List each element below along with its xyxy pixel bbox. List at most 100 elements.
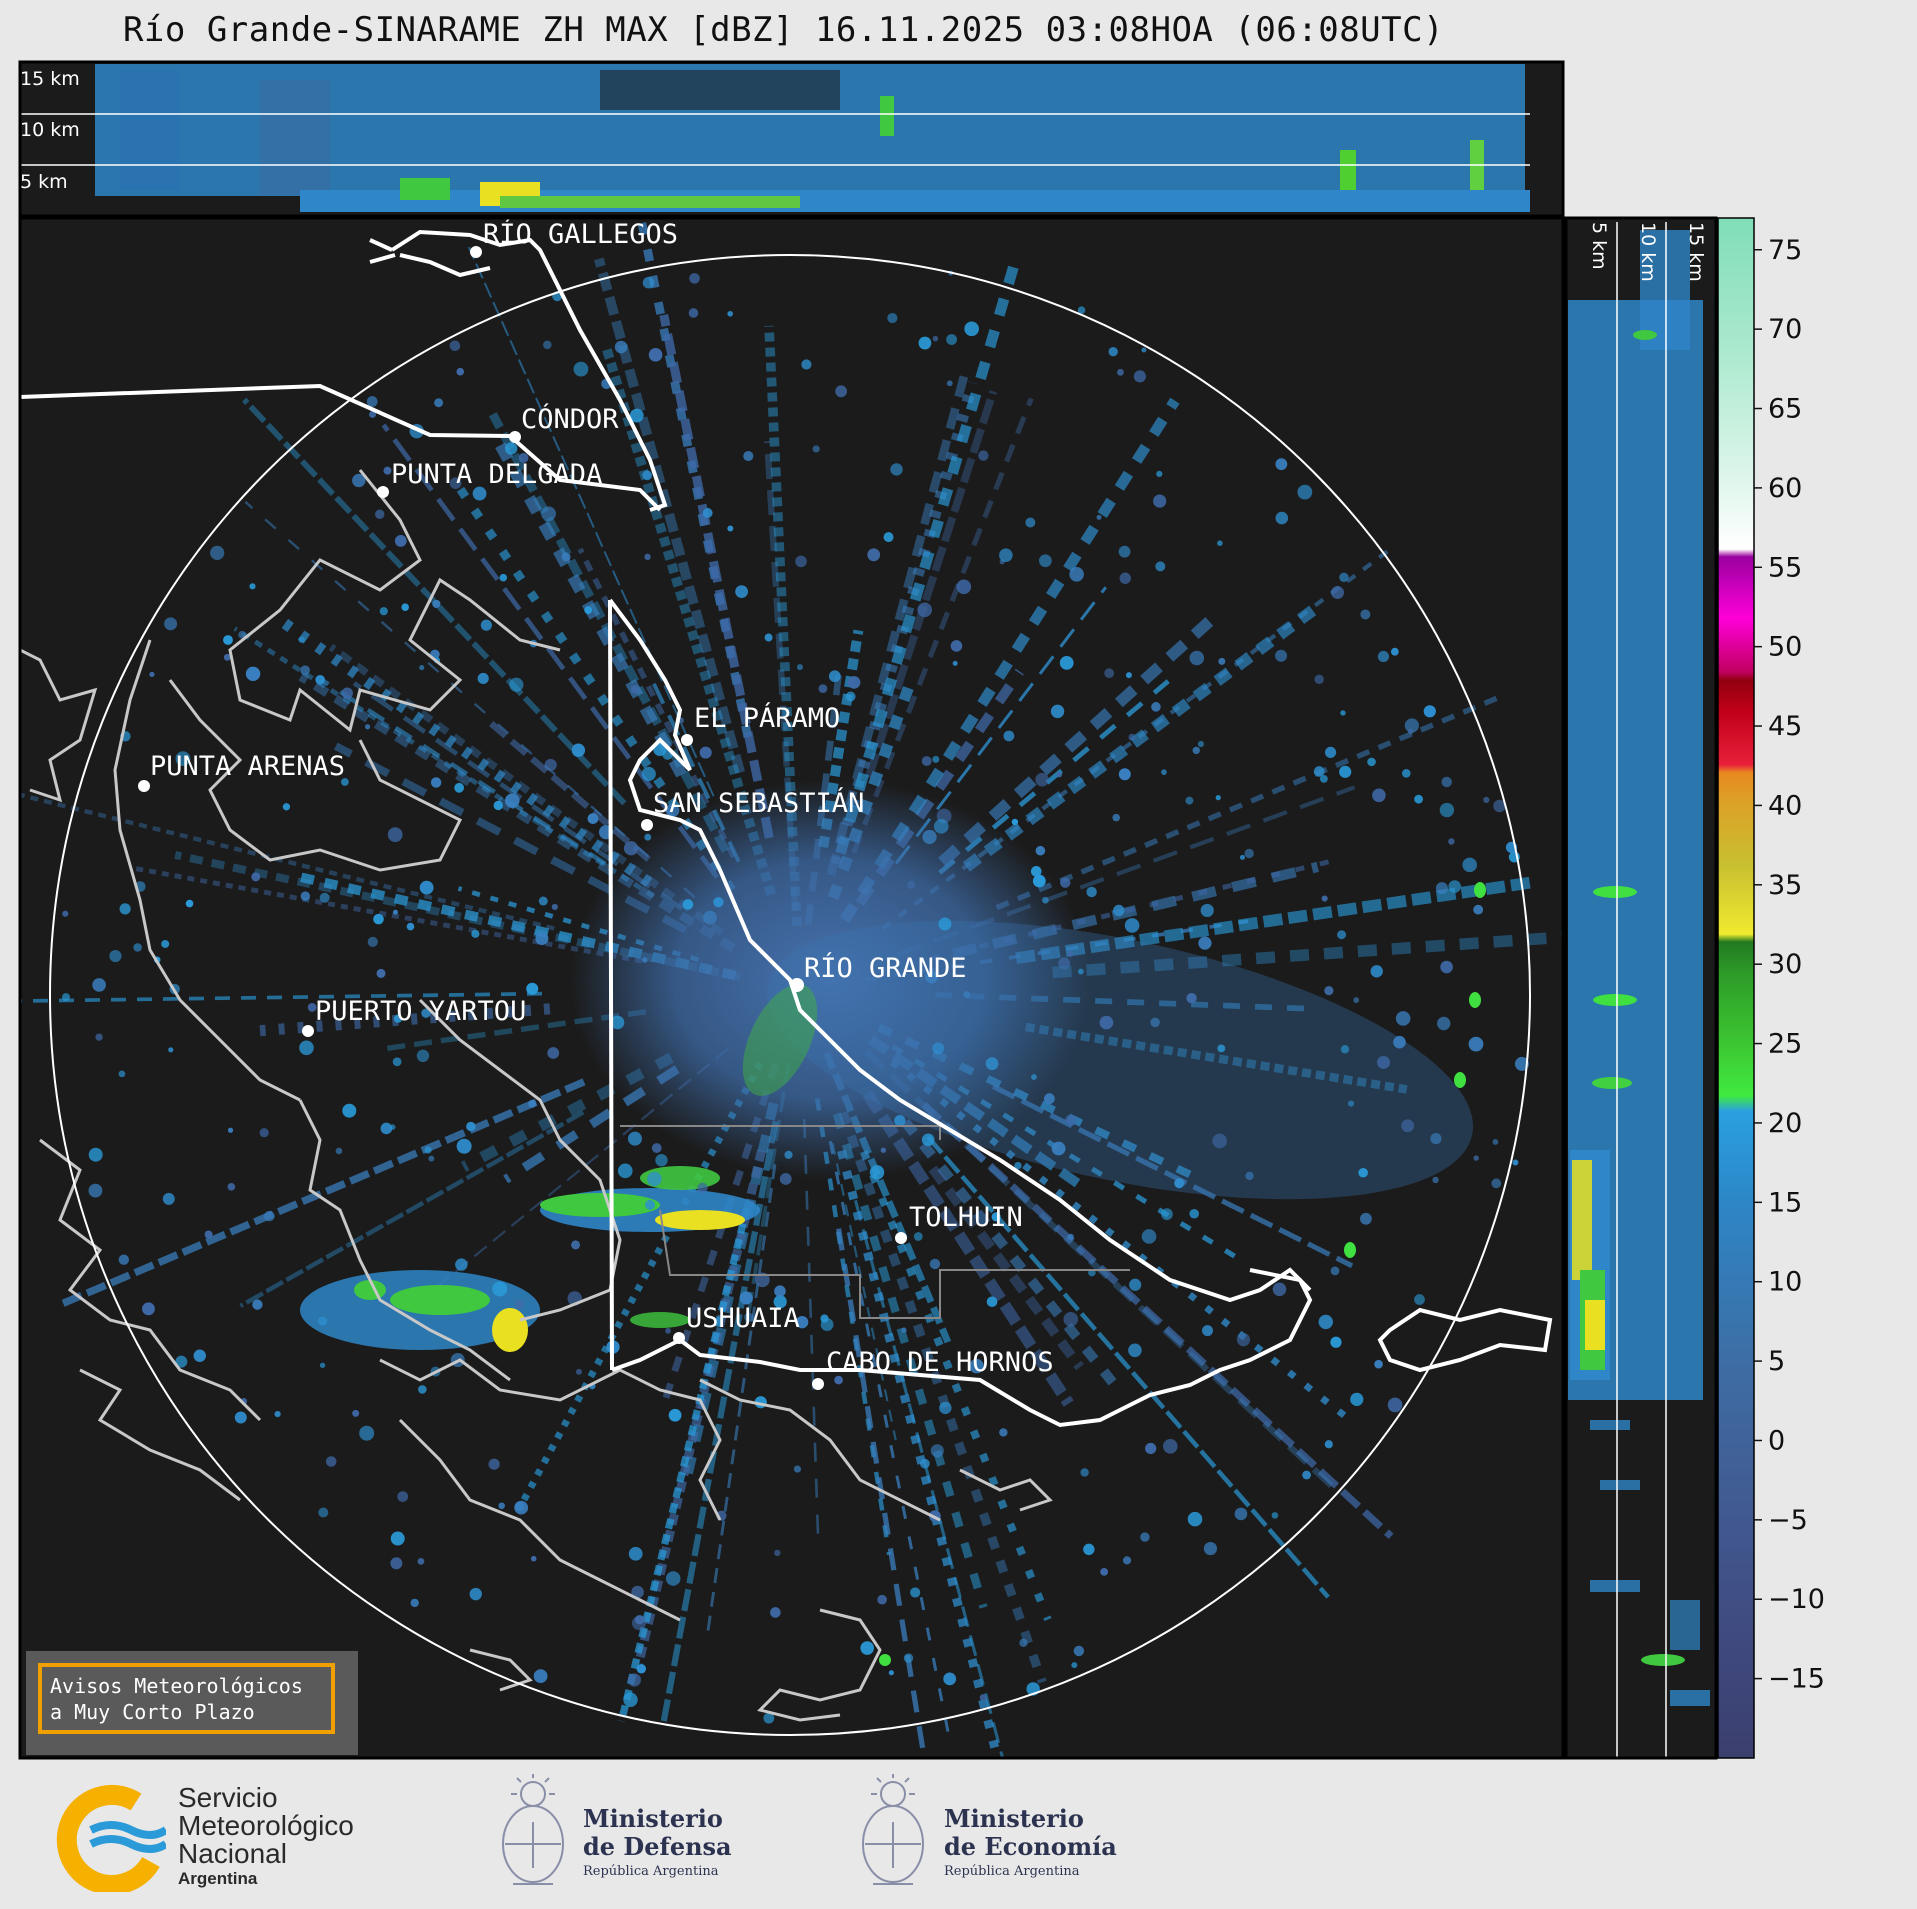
echo-dot (1065, 1114, 1077, 1126)
echo-dot (1217, 1044, 1226, 1053)
echo-dot (1125, 672, 1132, 679)
echo-dot (1069, 566, 1084, 582)
echo-dot (535, 932, 549, 946)
echo-dot (925, 970, 938, 984)
echo-dot (149, 671, 155, 677)
colorbar-tick-label: 55 (1768, 552, 1802, 583)
echo-dot (623, 841, 639, 856)
echo-dot (392, 909, 398, 915)
location-san-sebastian-label: SAN SEBASTIÁN (653, 787, 864, 819)
echo-dot (880, 1147, 887, 1153)
echo-dot (492, 1281, 508, 1297)
echo-dot (434, 398, 444, 408)
echo-dot (410, 1598, 419, 1608)
echo-dot (466, 1121, 476, 1132)
echo-dot (1468, 1036, 1484, 1052)
echo-dot (498, 1502, 506, 1510)
echo-dot (1218, 657, 1226, 665)
colorbar-tick-label: 25 (1768, 1029, 1802, 1060)
echo-dot (1367, 757, 1376, 767)
echo-dot (932, 335, 939, 342)
echo-streak (889, 1059, 1351, 1422)
echo-dot (185, 899, 194, 908)
echo-dot (274, 1411, 281, 1418)
echo-dot (1067, 1233, 1074, 1240)
echo-dot (689, 273, 700, 284)
colorbar-tick-label: 45 (1768, 711, 1802, 742)
echo-dot (359, 1425, 375, 1441)
echo-dot (1374, 1359, 1383, 1369)
echo-streak (320, 677, 607, 866)
echo-dot (668, 1408, 682, 1422)
echo-dot (62, 993, 71, 1002)
echo-dot (1104, 668, 1115, 679)
alert-line-1: Avisos Meteorológicos (50, 1674, 303, 1698)
echo-dot (1150, 1017, 1160, 1028)
location-punta-arenas-label: PUNTA ARENAS (150, 751, 345, 782)
echo-dot (642, 470, 653, 481)
echo-dot (526, 982, 539, 995)
echo-dot (828, 670, 841, 683)
echo-dot (969, 1358, 984, 1374)
echo-streak (601, 344, 776, 896)
echo-dot (938, 917, 952, 931)
echo-dot (1514, 1056, 1529, 1071)
echo-dot (847, 676, 861, 689)
echo-dot (1056, 771, 1063, 778)
echo-dot (1324, 986, 1334, 996)
radar-map: RÍO GALLEGOS CÓNDOR PUNTA DELGADA EL PÁR… (18, 216, 1565, 1760)
echo-streak (467, 246, 715, 797)
echo-dot (1492, 1139, 1499, 1145)
echo-dot (1198, 936, 1212, 950)
echo-dot (417, 1557, 425, 1565)
echo-streak (928, 1165, 1084, 1371)
colorbar-tick-label: 10 (1768, 1267, 1802, 1298)
echo-dot (342, 1103, 357, 1118)
echo-dot (504, 442, 518, 455)
echo-dot (946, 334, 958, 345)
colorbar-tick-label: 65 (1768, 394, 1802, 425)
echo-dot (389, 1124, 396, 1130)
echo-dot (88, 1183, 103, 1198)
echo-dot (1239, 854, 1245, 860)
echo-dot (390, 1557, 403, 1570)
echo-dot (763, 1712, 775, 1724)
echo-dot (932, 755, 940, 763)
echo-dot (1080, 1468, 1089, 1477)
side-altitude-panel: 5 km 10 km 15 km (1564, 216, 1718, 1760)
echo-dot (933, 819, 949, 834)
echo-dot (1414, 794, 1423, 804)
echo-dot (773, 1295, 787, 1309)
echo-dot (118, 1254, 130, 1265)
echo-dot (538, 896, 548, 906)
echo-dot (647, 1171, 662, 1187)
echo-dot (610, 1015, 625, 1030)
echo-dot (1462, 857, 1477, 873)
echo-dot (1330, 1336, 1342, 1348)
echo-streak (826, 367, 971, 877)
echo-dot (387, 827, 403, 843)
echo-dot (533, 1669, 548, 1684)
echo-dot (774, 1549, 781, 1557)
echo-streak (503, 1065, 680, 1184)
echo-dot (644, 833, 652, 841)
echo-dot (779, 1173, 792, 1185)
echo-dot (999, 1428, 1008, 1437)
location-cabo-de-hornos-label: CABO DE HORNOS (826, 1347, 1054, 1378)
echo-dot (614, 340, 628, 354)
echo-dot (118, 1070, 126, 1078)
echo-dot (890, 463, 903, 476)
economia-line3: República Argentina (944, 1864, 1080, 1879)
echo-dot (642, 957, 648, 963)
echo-dot (1439, 802, 1455, 818)
alert-link[interactable]: Avisos Meteorológicos a Muy Corto Plazo (38, 1663, 335, 1734)
echo-dot (910, 1587, 921, 1598)
echo-dot (860, 1641, 874, 1655)
echo-dot (1153, 494, 1167, 508)
echo-dot (1156, 470, 1163, 477)
echo-streak (659, 313, 774, 839)
echo-dot (932, 1042, 945, 1055)
echo-dot (1129, 1278, 1142, 1291)
echo-dot (238, 630, 246, 639)
echo-dot (380, 1122, 393, 1135)
